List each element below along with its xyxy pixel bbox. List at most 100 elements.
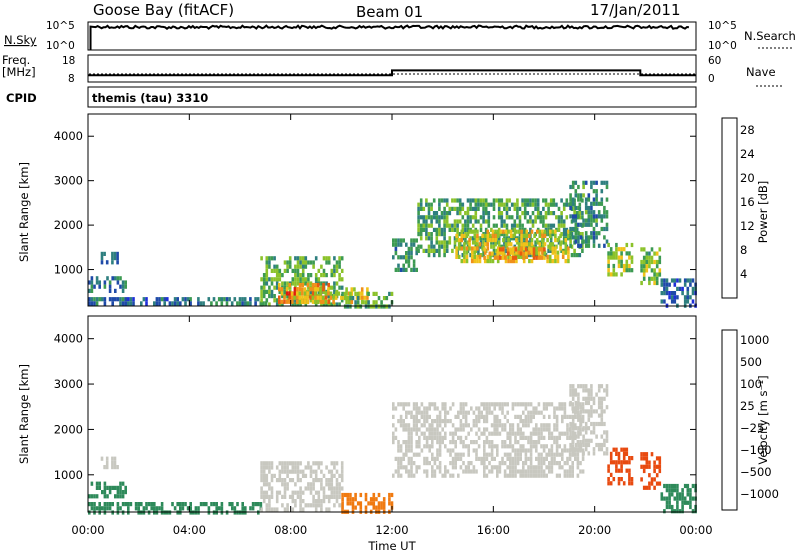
range-cell — [358, 291, 361, 296]
range-cell — [419, 227, 423, 232]
range-cell — [625, 451, 629, 456]
range-cell — [459, 410, 463, 415]
range-cell — [463, 233, 466, 238]
range-cell — [312, 260, 315, 265]
range-cell — [609, 481, 613, 486]
range-cell — [444, 410, 447, 415]
range-cell — [415, 238, 418, 243]
range-cell — [304, 486, 308, 491]
range-cell — [260, 289, 263, 294]
range-cell — [600, 384, 604, 389]
range-cell — [397, 448, 400, 453]
range-cell — [407, 435, 411, 440]
range-cell — [410, 242, 413, 247]
range-cell — [496, 427, 499, 432]
range-cell — [535, 444, 538, 449]
range-cell — [528, 246, 531, 251]
range-cell — [595, 214, 598, 219]
range-cell — [668, 504, 671, 510]
range-cell — [270, 268, 274, 273]
range-cell — [670, 299, 674, 304]
range-cell — [560, 198, 563, 203]
range-cell — [369, 501, 373, 506]
range-cell — [299, 499, 302, 504]
range-cell — [103, 297, 107, 302]
range-cell — [548, 414, 551, 419]
range-cell — [484, 202, 488, 207]
range-cell — [496, 444, 499, 449]
range-cell — [103, 490, 107, 495]
range-cell — [254, 502, 257, 507]
range-cell — [327, 507, 331, 512]
range-cell — [673, 278, 677, 283]
range-cell — [574, 414, 577, 419]
range-cell — [584, 409, 588, 414]
range-cell — [476, 242, 479, 247]
range-cell — [569, 388, 572, 393]
range-cell — [367, 300, 370, 305]
range-cell — [459, 440, 463, 445]
range-cell — [431, 452, 434, 457]
range-cell — [552, 211, 556, 216]
range-cell — [260, 486, 263, 491]
range-cell — [438, 431, 442, 436]
range-cell — [127, 502, 130, 507]
range-cell — [433, 469, 437, 474]
range-cell — [577, 413, 580, 418]
range-cell — [270, 494, 274, 499]
range-cell — [509, 469, 512, 474]
range-cell — [347, 299, 351, 305]
range-cell — [320, 469, 323, 474]
range-cell — [257, 502, 260, 507]
range-cell — [575, 211, 579, 216]
range-cell — [407, 423, 411, 428]
range-cell — [527, 410, 530, 415]
range-cell — [507, 238, 510, 243]
range-cell — [493, 444, 496, 449]
range-cell — [98, 284, 101, 289]
range-cell — [288, 285, 292, 290]
range-cell — [540, 410, 543, 415]
range-cell — [577, 243, 580, 248]
range-cell — [463, 242, 466, 247]
range-cell — [469, 215, 472, 220]
range-cell — [590, 214, 593, 219]
range-cell — [436, 419, 439, 424]
range-cell — [484, 198, 488, 203]
range-cell — [441, 435, 444, 440]
range-cell — [554, 246, 557, 251]
range-cell — [322, 268, 326, 273]
range-cell — [420, 423, 424, 428]
range-cell — [564, 238, 568, 243]
range-cell — [459, 423, 463, 428]
range-cell — [314, 277, 318, 282]
range-cell — [433, 461, 437, 466]
range-cell — [691, 299, 695, 304]
range-cell — [476, 238, 479, 243]
range-cell — [425, 456, 429, 461]
range-cell — [529, 219, 532, 224]
range-cell — [539, 215, 543, 220]
range-cell — [444, 444, 447, 449]
range-cell — [405, 267, 408, 272]
range-cell — [270, 461, 274, 466]
range-cell — [455, 254, 458, 259]
range-cell — [562, 206, 566, 211]
range-cell — [490, 444, 494, 449]
range-cell — [532, 410, 535, 415]
range-cell — [603, 396, 606, 401]
range-cell — [469, 206, 472, 211]
range-cell — [509, 255, 512, 260]
range-cell — [620, 477, 623, 482]
range-cell — [264, 301, 268, 306]
range-cell — [595, 409, 598, 414]
range-cell — [516, 223, 519, 228]
range-cell — [438, 219, 441, 224]
range-cell — [430, 232, 433, 237]
range-cell — [462, 427, 465, 432]
range-cell — [607, 477, 610, 482]
range-cell — [501, 255, 505, 260]
range-cell — [397, 255, 400, 260]
range-cell — [462, 444, 465, 449]
range-cell — [590, 180, 593, 185]
